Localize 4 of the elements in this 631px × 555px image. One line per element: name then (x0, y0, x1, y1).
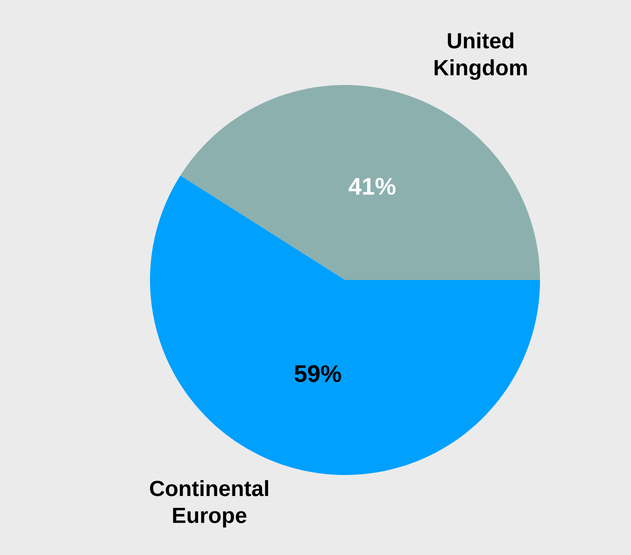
slice-label: United Kingdom (434, 32, 527, 80)
data-label: 59% (294, 365, 342, 382)
slice-label: Continental Europe (150, 480, 268, 528)
data-label: 41% (348, 178, 396, 195)
